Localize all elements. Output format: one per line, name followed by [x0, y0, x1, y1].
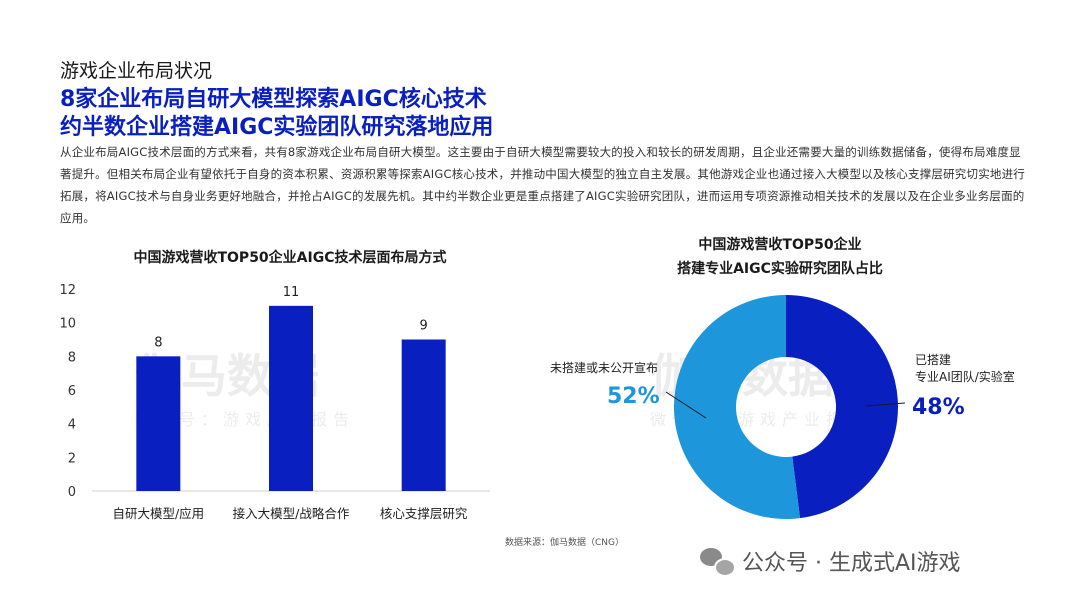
- leader-line: [865, 402, 906, 407]
- bar-chart-title: 中国游戏营收TOP50企业AIGC技术层面布局方式: [133, 250, 447, 266]
- bar: [401, 339, 446, 491]
- data-source: 数据来源：伽马数据（CNG）: [505, 538, 624, 548]
- x-tick-label: 接入大模型/战略合作: [233, 506, 350, 521]
- bar-value-label: 8: [154, 335, 162, 350]
- pie-slice: [673, 295, 801, 519]
- pie-chart-title: 中国游戏营收TOP50企业 搭建专业AIGC实验研究团队占比: [600, 233, 960, 281]
- leader-line: [665, 391, 707, 419]
- wechat-icon: [700, 548, 736, 577]
- body-paragraph: 从企业布局AIGC技术层面的方式来看，共有8家游戏企业布局自研大模型。这主要由于…: [60, 145, 1025, 225]
- bar: [136, 356, 181, 491]
- wechat-account-label: 公众号 · 生成式AI游戏: [742, 551, 961, 576]
- slice-label: 专业AI团队/实验室: [915, 369, 1015, 384]
- pie-chart-title-line-1: 中国游戏营收TOP50企业: [698, 237, 862, 253]
- section-title: 游戏企业布局状况: [60, 60, 213, 82]
- slice-value-label: 48%: [912, 395, 965, 420]
- headline: 8家企业布局自研大模型探索AIGC核心技术 约半数企业搭建AIGC实验团队研究落…: [60, 86, 493, 142]
- y-tick-label: 10: [59, 317, 76, 332]
- bar-value-label: 11: [283, 285, 300, 300]
- x-tick-label: 核心支撑层研究: [380, 506, 468, 521]
- y-tick-label: 12: [59, 283, 76, 298]
- slice-value-label: 52%: [607, 384, 660, 409]
- slice-label: 已搭建: [915, 353, 951, 367]
- pie-slice: [786, 295, 898, 519]
- x-tick-label: 自研大模型/应用: [112, 506, 204, 521]
- bar: [269, 305, 313, 491]
- y-tick-label: 6: [68, 384, 76, 399]
- pie-chart-title-line-2: 搭建专业AIGC实验研究团队占比: [677, 261, 883, 277]
- bar-value-label: 9: [420, 319, 428, 334]
- headline-line-1: 8家企业布局自研大模型探索AIGC核心技术: [60, 87, 487, 112]
- y-tick-label: 0: [68, 485, 76, 500]
- y-tick-label: 2: [68, 451, 76, 466]
- wechat-account-watermark: 公众号 · 生成式AI游戏: [700, 545, 961, 577]
- headline-line-2: 约半数企业搭建AIGC实验团队研究落地应用: [60, 115, 494, 140]
- y-tick-label: 8: [68, 350, 76, 365]
- y-tick-label: 4: [68, 418, 76, 433]
- slice-label: 未搭建或未公开宣布: [550, 360, 658, 375]
